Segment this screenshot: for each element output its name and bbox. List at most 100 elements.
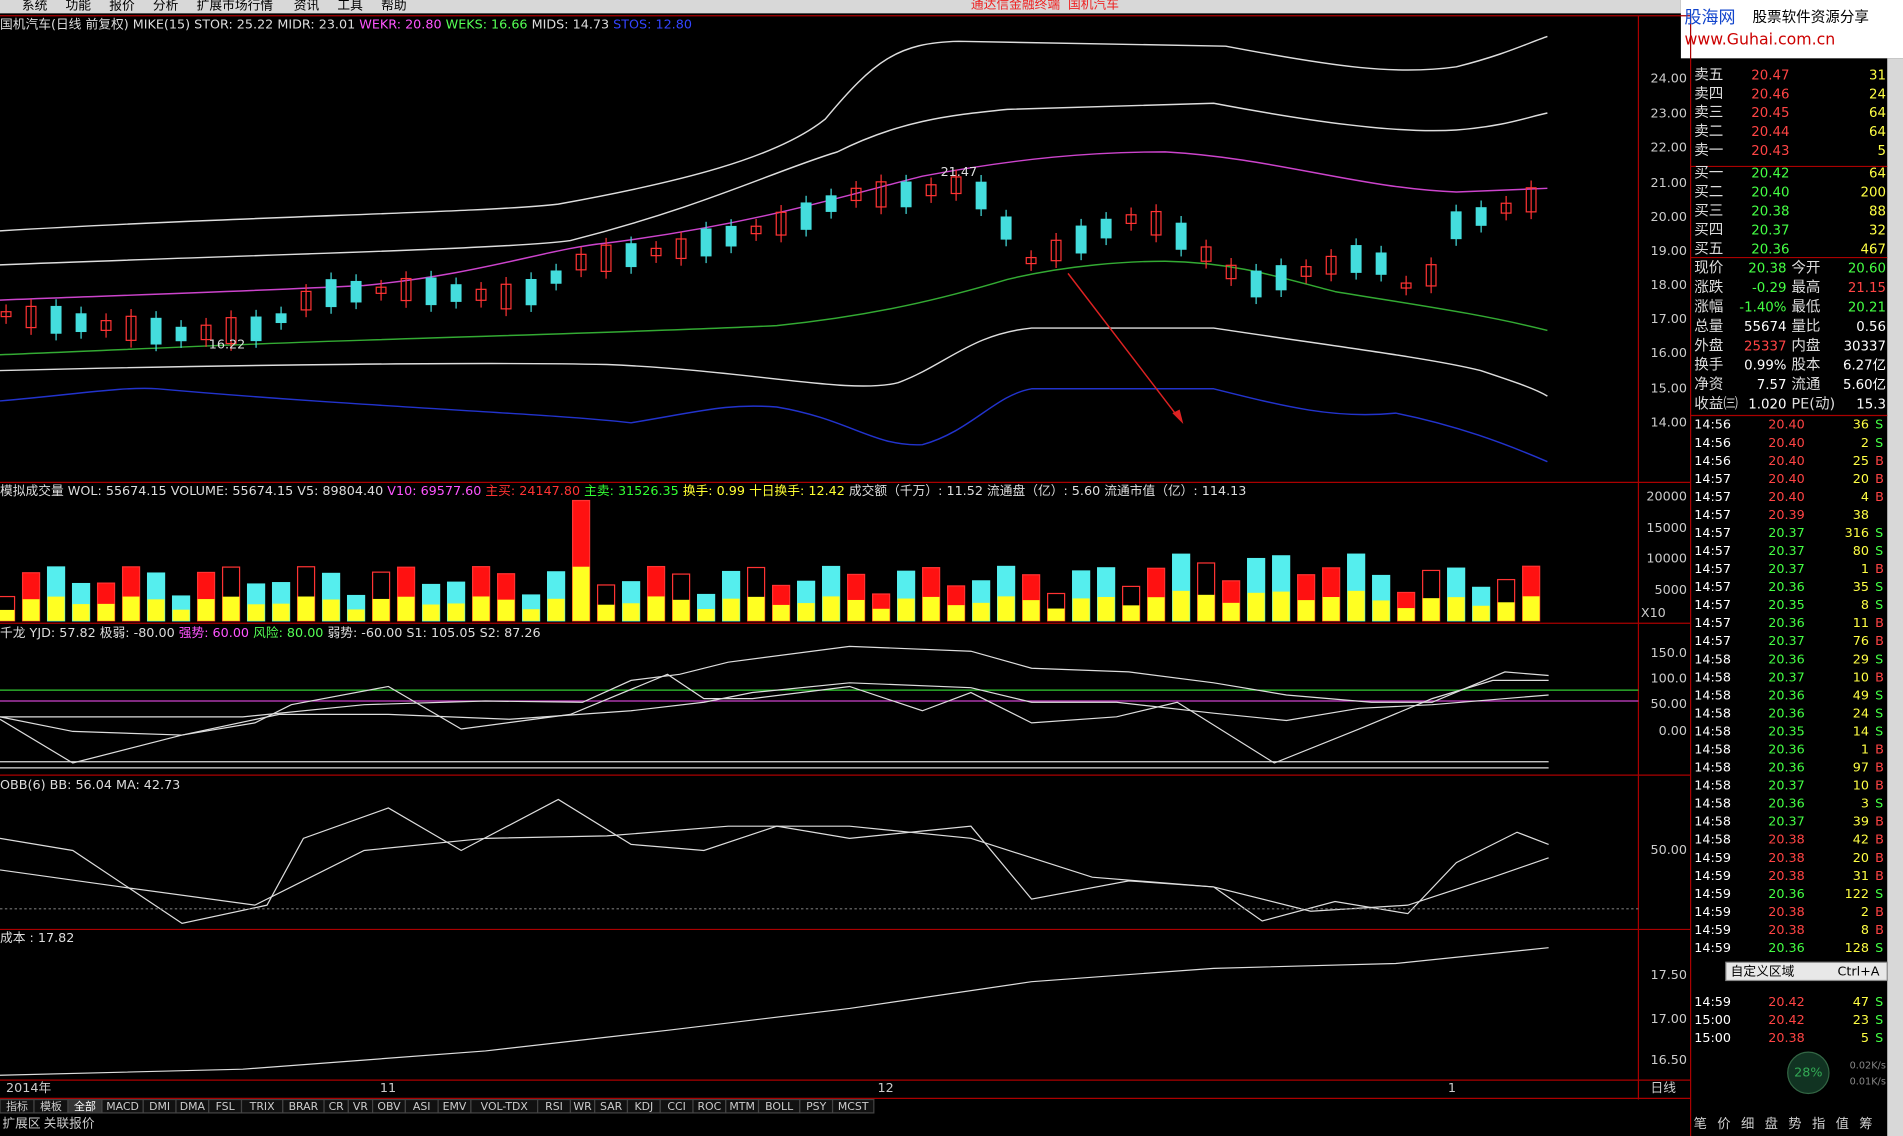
stat-value: 1.020 <box>1748 398 1786 413</box>
volume-inner <box>672 599 690 621</box>
tick-side: B <box>1875 779 1884 794</box>
candle-body <box>925 184 937 197</box>
panel-header: 成本 : 17.82 <box>0 930 74 945</box>
book-volume: 5 <box>1878 144 1886 159</box>
tick-side: B <box>1875 742 1884 757</box>
candle-body <box>975 181 987 210</box>
header-item: 风险: 80.00 <box>253 625 327 640</box>
candle-body <box>675 238 687 260</box>
volume-inner <box>1497 602 1515 621</box>
tick-side: S <box>1875 1031 1883 1046</box>
volume-bar <box>1047 592 1066 622</box>
tick-time: 14:59 <box>1694 887 1731 902</box>
frame <box>0 15 1888 1136</box>
tab-label: ROC <box>697 1100 721 1113</box>
tick-time: 14:57 <box>1694 490 1731 505</box>
stat-label: 最高 <box>1791 279 1820 296</box>
book-label: 买五 <box>1694 241 1723 258</box>
candle-body <box>825 195 837 212</box>
tick-side: B <box>1875 490 1884 505</box>
logo-box <box>1680 0 1903 59</box>
popup[interactable] <box>1725 961 1888 982</box>
price-bands <box>0 35 1548 463</box>
candle-body <box>225 317 237 345</box>
tick-side: S <box>1875 436 1883 451</box>
tick-side: S <box>1875 652 1883 667</box>
tick-side: S <box>1875 724 1883 739</box>
tick-price: 20.36 <box>1768 652 1804 667</box>
header-item: WEKR: 20.80 <box>359 17 445 32</box>
tick-side: B <box>1875 616 1884 631</box>
tick-price: 20.35 <box>1768 598 1804 613</box>
tab-label: SAR <box>600 1100 623 1113</box>
tick-volume: 14 <box>1853 724 1869 739</box>
tab-label: VOL-TDX <box>481 1100 529 1113</box>
tick-time: 14:57 <box>1694 580 1731 595</box>
candle-body <box>1425 264 1437 287</box>
tick-volume: 36 <box>1853 418 1869 433</box>
tick-side: B <box>1875 562 1884 577</box>
candle-body <box>325 279 337 308</box>
volume-inner <box>1022 600 1040 621</box>
volume-inner <box>1272 591 1290 621</box>
tick-time: 14:57 <box>1694 616 1731 631</box>
tab-label: MCST <box>838 1100 869 1113</box>
bottom-tab: 关联报价 <box>44 1116 95 1131</box>
candle-body <box>1525 187 1537 213</box>
stat-value: 20.21 <box>1848 300 1886 315</box>
book-volume: 88 <box>1869 205 1886 220</box>
date-label: 1 <box>1448 1081 1456 1096</box>
candle-body <box>1400 282 1412 289</box>
axis-unit: X10 <box>1641 606 1666 621</box>
tick-volume: 10 <box>1853 779 1869 794</box>
tick-price: 20.38 <box>1768 905 1804 920</box>
candle-body <box>275 313 287 324</box>
header-item: STOS: 12.80 <box>613 17 692 32</box>
tick-price: 20.38 <box>1768 833 1804 848</box>
volume-bar <box>596 584 616 622</box>
menu-item: 分析 <box>153 0 179 14</box>
candle-body <box>650 247 662 257</box>
tick-price: 20.36 <box>1768 706 1804 721</box>
book-price: 20.40 <box>1751 186 1789 201</box>
logo-url: www.Guhai.com.cn <box>1685 30 1836 49</box>
book-label: 卖三 <box>1694 104 1723 121</box>
header-item: 成交额（千万）: 11.52 流通盘（亿）: 5.60 流通市值（亿）: 114… <box>849 482 1246 498</box>
candle-body <box>1175 222 1187 250</box>
side-tab: 指 <box>1812 1116 1825 1132</box>
axis-label: 50.00 <box>1650 843 1686 858</box>
stat-value: 30337 <box>1844 339 1886 354</box>
book-volume: 31 <box>1869 68 1886 83</box>
tab-label: CCI <box>667 1100 685 1113</box>
candle-body <box>25 305 37 329</box>
tick-time: 14:57 <box>1694 508 1731 523</box>
tab-label: BRAR <box>289 1100 319 1113</box>
header-item: 主买: 24147.80 <box>485 483 584 498</box>
side-tab: 盘 <box>1765 1115 1778 1132</box>
tick-price: 20.36 <box>1768 616 1804 631</box>
header-item: 强势: 60.00 <box>179 624 253 640</box>
tick-price: 20.37 <box>1768 670 1804 685</box>
tick-time: 14:59 <box>1694 869 1731 884</box>
tick-price: 20.40 <box>1768 472 1804 487</box>
tab[interactable] <box>831 1098 875 1114</box>
stat-value: 6.27亿 <box>1843 358 1886 374</box>
candle-body <box>475 288 487 301</box>
header-item: 千龙 YJD: 57.82 极弱: -80.00 <box>0 625 179 640</box>
volume-inner <box>1522 596 1540 621</box>
volume-inner <box>372 598 390 621</box>
candle-body <box>875 181 887 208</box>
stat-value: -1.40% <box>1739 300 1786 315</box>
tab-label: VR <box>353 1100 368 1113</box>
logo-slogan: 股票软件资源分享 <box>1753 9 1869 26</box>
candle-body <box>1275 265 1287 291</box>
volume-inner <box>972 602 990 621</box>
volume-inner <box>897 598 915 621</box>
tick-side: B <box>1875 472 1884 487</box>
volume-inner <box>497 599 515 621</box>
axis-label: 17.00 <box>1650 312 1686 327</box>
book-label: 买三 <box>1694 203 1723 220</box>
date-label: 12 <box>877 1081 893 1096</box>
tick-side: B <box>1875 815 1884 830</box>
book-price: 20.44 <box>1751 125 1789 140</box>
